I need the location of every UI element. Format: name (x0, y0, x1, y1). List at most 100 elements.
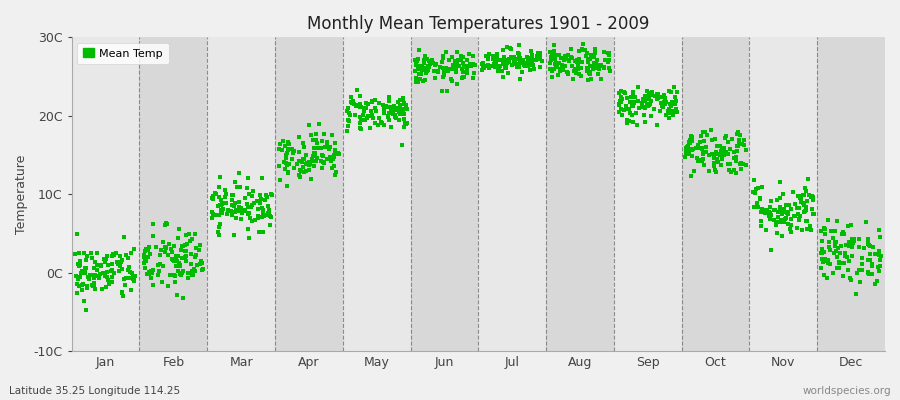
Point (724, 169, 738, 176)
Point (253, 200, 267, 207)
Point (71, 276, 86, 282)
Point (141, 268, 156, 275)
Point (165, 249, 179, 256)
Point (279, 152, 293, 158)
Point (495, 47, 509, 53)
Point (518, 60, 532, 66)
Point (796, 200, 811, 206)
Point (79, 307, 94, 313)
Point (603, 67, 617, 74)
Point (804, 193, 818, 200)
Point (832, 250, 847, 256)
Point (728, 154, 742, 160)
Point (158, 244, 172, 250)
Point (550, 63, 564, 70)
Point (250, 206, 265, 212)
Point (232, 203, 247, 210)
Point (873, 234, 887, 240)
Point (796, 209, 811, 215)
Point (485, 63, 500, 69)
Point (746, 189, 760, 196)
Point (490, 57, 504, 64)
Point (802, 192, 816, 198)
Bar (140, 37, 207, 351)
Point (231, 208, 246, 214)
Point (382, 97, 396, 104)
Point (784, 222, 798, 228)
Point (842, 242, 856, 249)
Point (553, 68, 567, 74)
Point (571, 66, 585, 72)
Point (211, 202, 225, 209)
Point (166, 272, 181, 279)
Point (176, 294, 190, 301)
Point (439, 64, 454, 71)
Point (413, 76, 428, 82)
Point (364, 112, 379, 119)
Point (185, 267, 200, 274)
Point (821, 257, 835, 264)
Point (760, 207, 774, 213)
Point (321, 146, 336, 152)
Point (527, 66, 542, 72)
Point (662, 100, 677, 107)
Point (693, 156, 707, 163)
Point (361, 101, 375, 108)
Point (227, 202, 241, 209)
Point (699, 144, 714, 150)
Point (85, 282, 99, 288)
Point (557, 57, 572, 63)
Point (159, 244, 174, 251)
Point (843, 241, 858, 247)
Point (353, 93, 367, 100)
Point (400, 102, 414, 108)
Point (814, 238, 829, 244)
Point (175, 270, 189, 276)
Point (455, 54, 470, 60)
Point (436, 55, 451, 61)
Point (836, 229, 850, 236)
Point (251, 214, 266, 221)
Point (575, 58, 590, 65)
Point (205, 195, 220, 201)
Point (584, 76, 598, 82)
Point (141, 247, 156, 253)
Point (328, 150, 343, 157)
Point (364, 98, 379, 104)
Point (449, 66, 464, 72)
Point (259, 212, 274, 218)
Point (814, 247, 829, 253)
Point (571, 62, 585, 69)
Point (347, 112, 362, 119)
Point (758, 210, 772, 216)
Point (185, 272, 200, 278)
Point (145, 270, 159, 276)
Point (464, 63, 478, 69)
Point (302, 122, 316, 128)
Point (156, 263, 170, 270)
Point (445, 66, 459, 72)
Point (178, 254, 193, 260)
Point (665, 112, 680, 118)
Point (353, 104, 367, 110)
Point (70, 289, 85, 296)
Point (798, 218, 813, 224)
Point (282, 161, 296, 167)
Point (392, 106, 406, 113)
Point (855, 260, 869, 267)
Point (212, 211, 226, 218)
Point (823, 247, 837, 253)
Point (661, 108, 675, 114)
Point (392, 116, 407, 123)
Point (656, 98, 670, 105)
Point (647, 93, 662, 99)
Point (304, 176, 319, 183)
Point (798, 204, 813, 210)
Point (192, 247, 206, 254)
Point (125, 269, 140, 276)
Point (522, 60, 536, 66)
Point (436, 65, 451, 71)
Point (386, 110, 400, 117)
Point (641, 103, 655, 109)
Point (558, 52, 572, 59)
